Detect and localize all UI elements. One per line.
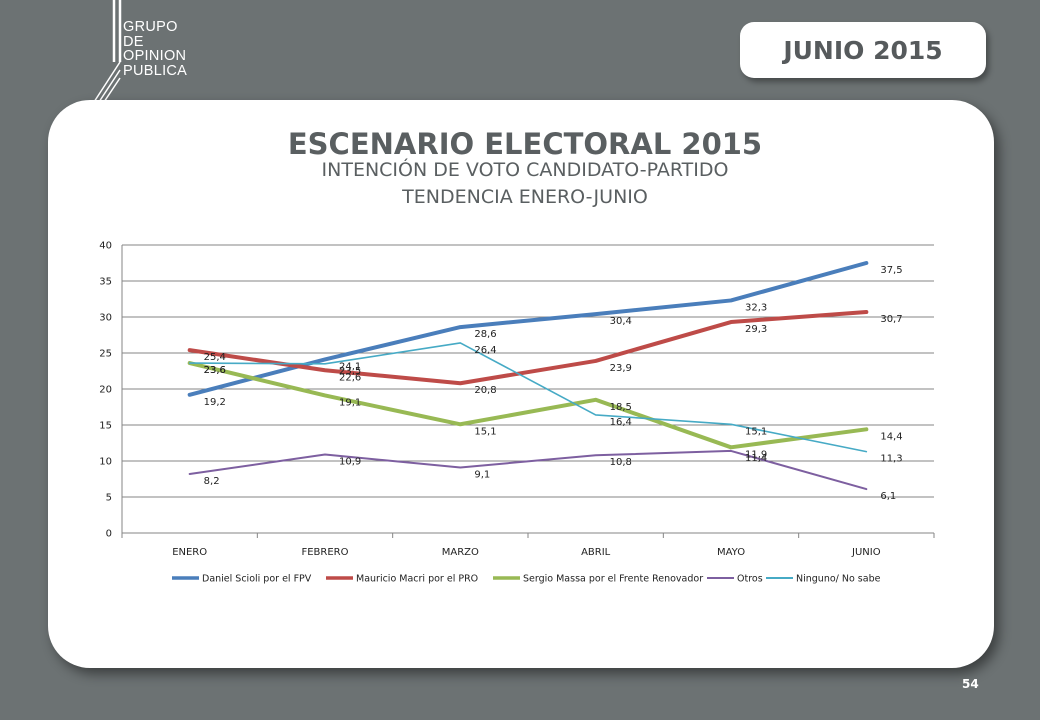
data-label: 28,6 xyxy=(474,329,496,340)
data-label: 37,5 xyxy=(880,265,902,276)
logo-text: GRUPO DE OPINION PUBLICA xyxy=(123,20,187,78)
y-tick-label: 15 xyxy=(99,421,112,432)
logo-line: GRUPO xyxy=(123,19,178,35)
data-label: 6,1 xyxy=(880,491,896,502)
data-label: 22,6 xyxy=(339,372,361,383)
y-tick-label: 25 xyxy=(99,349,112,360)
data-label: 30,7 xyxy=(880,314,902,325)
page-number: 54 xyxy=(962,677,979,691)
x-tick-label: ABRIL xyxy=(581,547,611,558)
data-label: 24,1 xyxy=(339,361,361,372)
legend-label: Mauricio Macri por el PRO xyxy=(356,574,478,585)
x-tick-label: JUNIO xyxy=(851,547,881,558)
data-label: 11,9 xyxy=(745,449,767,460)
logo-line: PUBLICA xyxy=(123,62,188,79)
y-tick-label: 35 xyxy=(99,277,112,288)
x-tick-label: FEBRERO xyxy=(301,547,348,558)
y-tick-label: 40 xyxy=(99,241,112,252)
data-label: 11,3 xyxy=(880,454,902,465)
data-label: 9,1 xyxy=(474,469,490,480)
y-tick-label: 30 xyxy=(99,313,112,324)
series-line-2 xyxy=(187,361,869,450)
data-label: 16,4 xyxy=(610,417,632,428)
series-line-1 xyxy=(187,309,869,386)
chart-subtitle: INTENCIÓN DE VOTO CANDIDATO-PARTIDO xyxy=(321,159,729,181)
data-label: 23,9 xyxy=(610,363,632,374)
data-label: 19,1 xyxy=(339,397,361,408)
legend-label: Daniel Scioli por el FPV xyxy=(202,574,312,585)
data-label: 29,3 xyxy=(745,324,767,335)
series-line-4 xyxy=(188,342,868,453)
x-tick-label: MAYO xyxy=(717,547,745,558)
x-tick-label: ENERO xyxy=(172,547,207,558)
date-badge: JUNIO 2015 xyxy=(740,22,986,78)
data-label: 25,4 xyxy=(204,352,226,363)
data-label: 32,3 xyxy=(745,302,767,313)
y-tick-label: 10 xyxy=(99,457,112,468)
data-label: 30,4 xyxy=(610,316,632,327)
logo-line: OPINION xyxy=(123,48,187,64)
x-tick-label: MARZO xyxy=(442,547,479,558)
legend-label: Otros xyxy=(737,574,763,585)
logo-mark-icon xyxy=(93,0,122,103)
chart-card xyxy=(48,100,994,668)
data-label: 23,5 xyxy=(339,366,361,377)
data-label: 20,8 xyxy=(474,385,496,396)
data-label: 14,4 xyxy=(880,431,902,442)
data-label: 15,1 xyxy=(745,426,767,437)
data-label: 10,8 xyxy=(610,457,632,468)
series-line-3 xyxy=(188,449,868,491)
data-label: 11,4 xyxy=(745,453,767,464)
legend-label: Ninguno/ No sabe xyxy=(796,574,881,585)
data-label: 26,4 xyxy=(474,345,496,356)
data-label: 23,6 xyxy=(204,365,226,376)
y-tick-label: 20 xyxy=(99,385,112,396)
data-label: 23,6 xyxy=(204,365,226,376)
page-title: ESCENARIO ELECTORAL 2015 xyxy=(287,127,763,161)
logo-line: DE xyxy=(123,33,144,50)
data-label: 18,5 xyxy=(610,402,632,413)
data-label: 15,1 xyxy=(474,426,496,437)
y-tick-label: 0 xyxy=(106,529,112,540)
data-label: 10,9 xyxy=(339,457,361,468)
chart-subtitle-period: TENDENCIA ENERO-JUNIO xyxy=(402,186,648,208)
legend-label: Sergio Massa por el Frente Renovador xyxy=(523,574,703,585)
y-tick-label: 5 xyxy=(106,493,112,504)
data-label: 8,2 xyxy=(204,476,220,487)
data-label: 19,2 xyxy=(204,397,226,408)
